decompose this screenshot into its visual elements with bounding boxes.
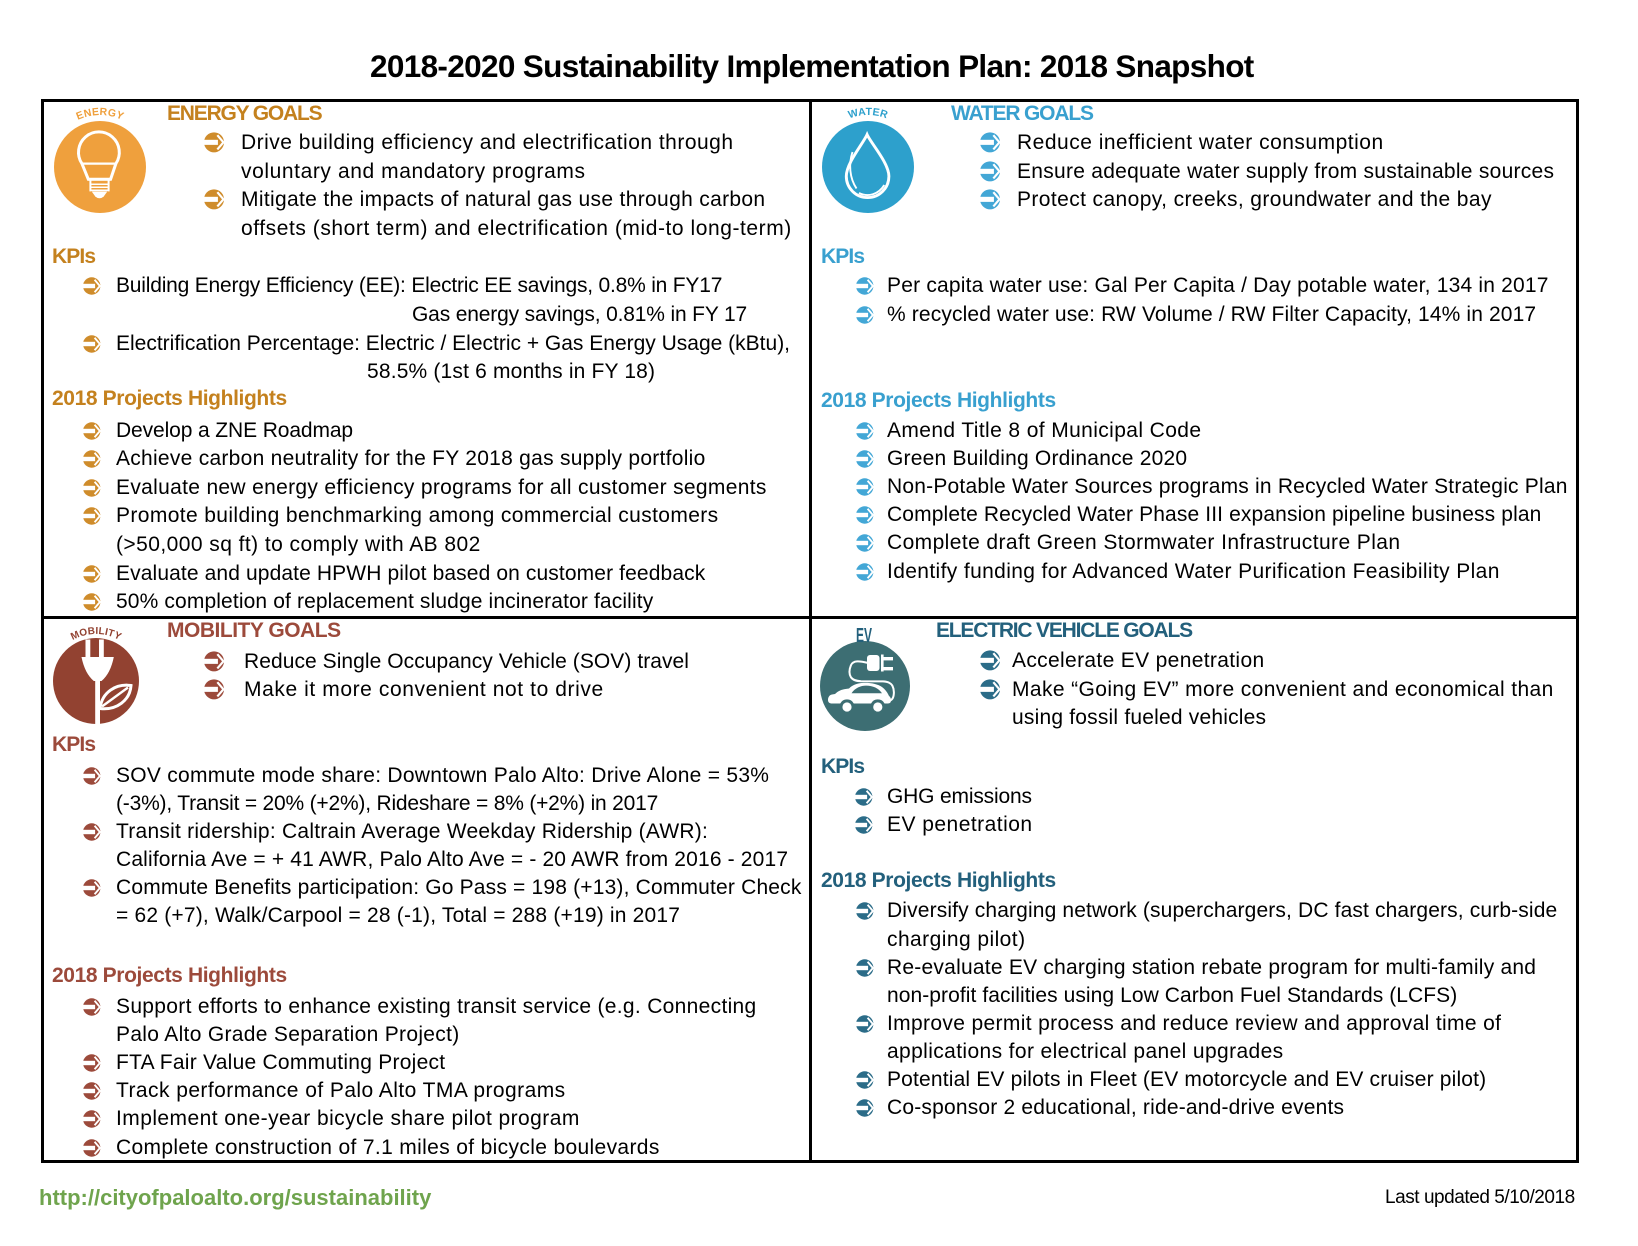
svg-text:WATER: WATER [847, 106, 890, 121]
svg-text:MOBILITY: MOBILITY [69, 626, 123, 643]
svg-text:ENERGY: ENERGY [74, 106, 125, 123]
svg-text:EV: EV [856, 625, 872, 647]
